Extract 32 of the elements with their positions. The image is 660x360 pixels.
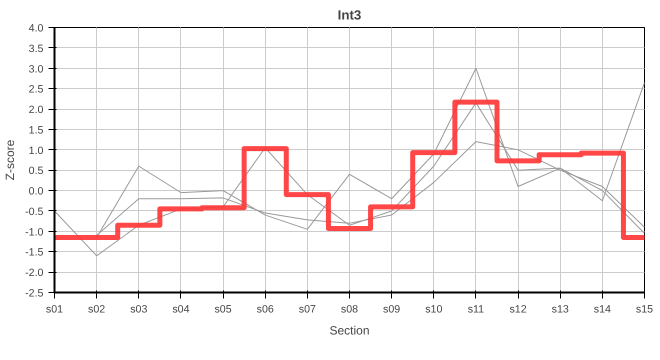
x-tick-label: s14	[594, 304, 612, 316]
x-tick-label: s05	[214, 304, 232, 316]
y-axis-title: Z-score	[3, 139, 18, 180]
y-tick-label: -0.5	[25, 206, 44, 218]
x-tick-label: s04	[172, 304, 190, 316]
x-axis-title: Section	[329, 324, 370, 338]
x-tick-label: s15	[636, 304, 654, 316]
x-tick-label: s02	[88, 304, 106, 316]
x-tick-label: s06	[256, 304, 274, 316]
y-tick-label: 0.0	[28, 186, 44, 198]
x-tick-label: s13	[552, 304, 569, 316]
x-tick-label: s08	[340, 304, 358, 316]
y-tick-label: 3.5	[28, 42, 44, 55]
y-tick-label: 1.5	[28, 124, 44, 136]
x-tick-label: s03	[130, 304, 148, 316]
y-tick-label: -2.5	[25, 288, 44, 300]
chart-title: Int3	[338, 8, 362, 22]
y-tick-label: -1.0	[25, 226, 44, 238]
y-tick-label: 2.5	[28, 84, 44, 96]
x-tick-label: s07	[298, 304, 316, 316]
x-tick-label: s11	[468, 304, 484, 316]
y-tick-label: -1.5	[25, 246, 44, 259]
y-tick-label: 2.0	[28, 104, 44, 116]
y-tick-label: 3.0	[28, 63, 44, 76]
x-tick-label: s12	[509, 304, 527, 316]
x-tick-label: s09	[383, 304, 400, 316]
y-tick-label: 1.0	[28, 144, 44, 157]
x-tick-label: s10	[425, 304, 442, 316]
y-tick-label: 0.5	[28, 165, 44, 178]
x-tick-label: s01	[46, 304, 64, 316]
y-tick-label: 4.0	[28, 22, 44, 34]
y-tick-label: -2.0	[25, 267, 44, 280]
